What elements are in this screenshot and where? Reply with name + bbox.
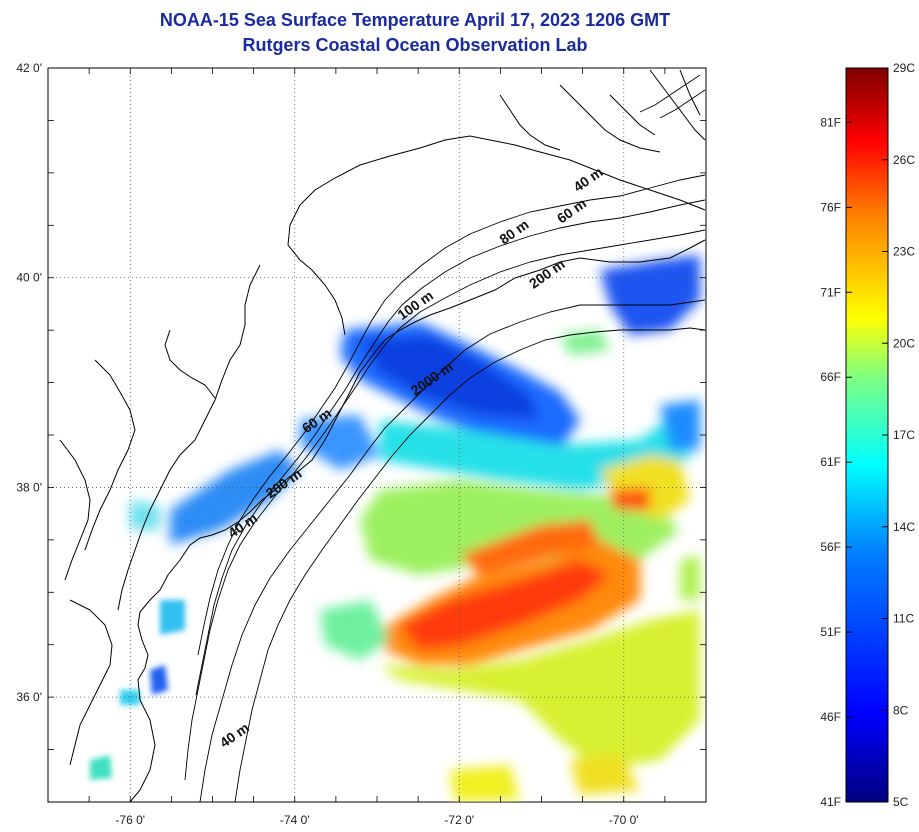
lon-tick-label: -72 0'	[444, 813, 474, 827]
lon-tick-label: -76 0'	[115, 813, 145, 827]
colorbar-fahrenheit-label: 66F	[820, 370, 841, 384]
map-title: NOAA-15 Sea Surface Temperature April 17…	[159, 10, 671, 30]
colorbar-fahrenheit-label: 51F	[820, 625, 841, 639]
map-subtitle: Rutgers Coastal Ocean Observation Lab	[242, 35, 588, 55]
colorbar-celsius-label: 8C	[893, 703, 909, 717]
colorbar-fahrenheit-label: 41F	[820, 795, 841, 809]
lat-tick-label: 42 0'	[16, 61, 42, 75]
colorbar-celsius-label: 26C	[893, 153, 915, 167]
colorbar-fahrenheit-label: 46F	[820, 710, 841, 724]
colorbar-fahrenheit-label: 71F	[820, 285, 841, 299]
colorbar-celsius-label: 23C	[893, 245, 915, 259]
lon-tick-label: -70 0'	[609, 813, 639, 827]
colorbar-celsius-label: 20C	[893, 336, 915, 350]
colorbar-celsius-label: 5C	[893, 795, 909, 809]
colorbar-gradient	[845, 67, 889, 803]
colorbar-fahrenheit-label: 56F	[820, 540, 841, 554]
colorbar-fahrenheit-label: 61F	[820, 455, 841, 469]
lat-tick-label: 36 0'	[16, 690, 42, 704]
colorbar-fahrenheit-label: 81F	[820, 115, 841, 129]
colorbar-fahrenheit-label: 76F	[820, 200, 841, 214]
colorbar: 29C 26C 23C 20C 17C 14C 11C 8C 5C 81F 76F 71F 66F 61F…	[820, 61, 915, 809]
isobaths	[184, 74, 706, 802]
coastline	[59, 69, 706, 802]
lat-tick-label: 38 0'	[16, 480, 42, 494]
axis-labels: -76 0' -74 0' -72 0' -70 0' 42 0' 40 0' 38 0' 3…	[16, 61, 638, 827]
lat-tick-label: 40 0'	[16, 271, 42, 285]
colorbar-celsius-label: 17C	[893, 428, 915, 442]
colorbar-celsius-label: 29C	[893, 61, 915, 75]
lat-lon-grid	[47, 67, 707, 803]
lon-tick-label: -74 0'	[280, 813, 310, 827]
colorbar-celsius-label: 14C	[893, 520, 915, 534]
colorbar-celsius-label: 11C	[893, 612, 914, 626]
sst-raster	[90, 255, 700, 802]
